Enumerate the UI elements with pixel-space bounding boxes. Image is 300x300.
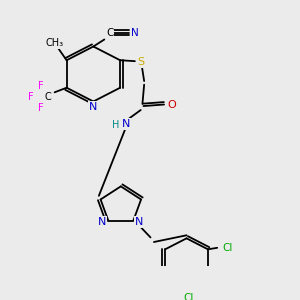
- Text: N: N: [98, 217, 106, 227]
- Text: F: F: [38, 81, 44, 91]
- Text: S: S: [137, 57, 144, 67]
- Text: O: O: [167, 100, 176, 110]
- Text: N: N: [89, 102, 98, 112]
- Text: N: N: [122, 119, 130, 129]
- Text: F: F: [28, 92, 33, 102]
- Text: F: F: [38, 103, 44, 112]
- Text: H: H: [112, 120, 119, 130]
- Text: N: N: [135, 217, 144, 227]
- Text: CH₃: CH₃: [46, 38, 64, 48]
- Text: Cl: Cl: [222, 243, 233, 253]
- Text: Cl: Cl: [183, 293, 194, 300]
- Text: C: C: [106, 28, 113, 38]
- Text: N: N: [131, 28, 138, 38]
- Text: C: C: [44, 92, 51, 102]
